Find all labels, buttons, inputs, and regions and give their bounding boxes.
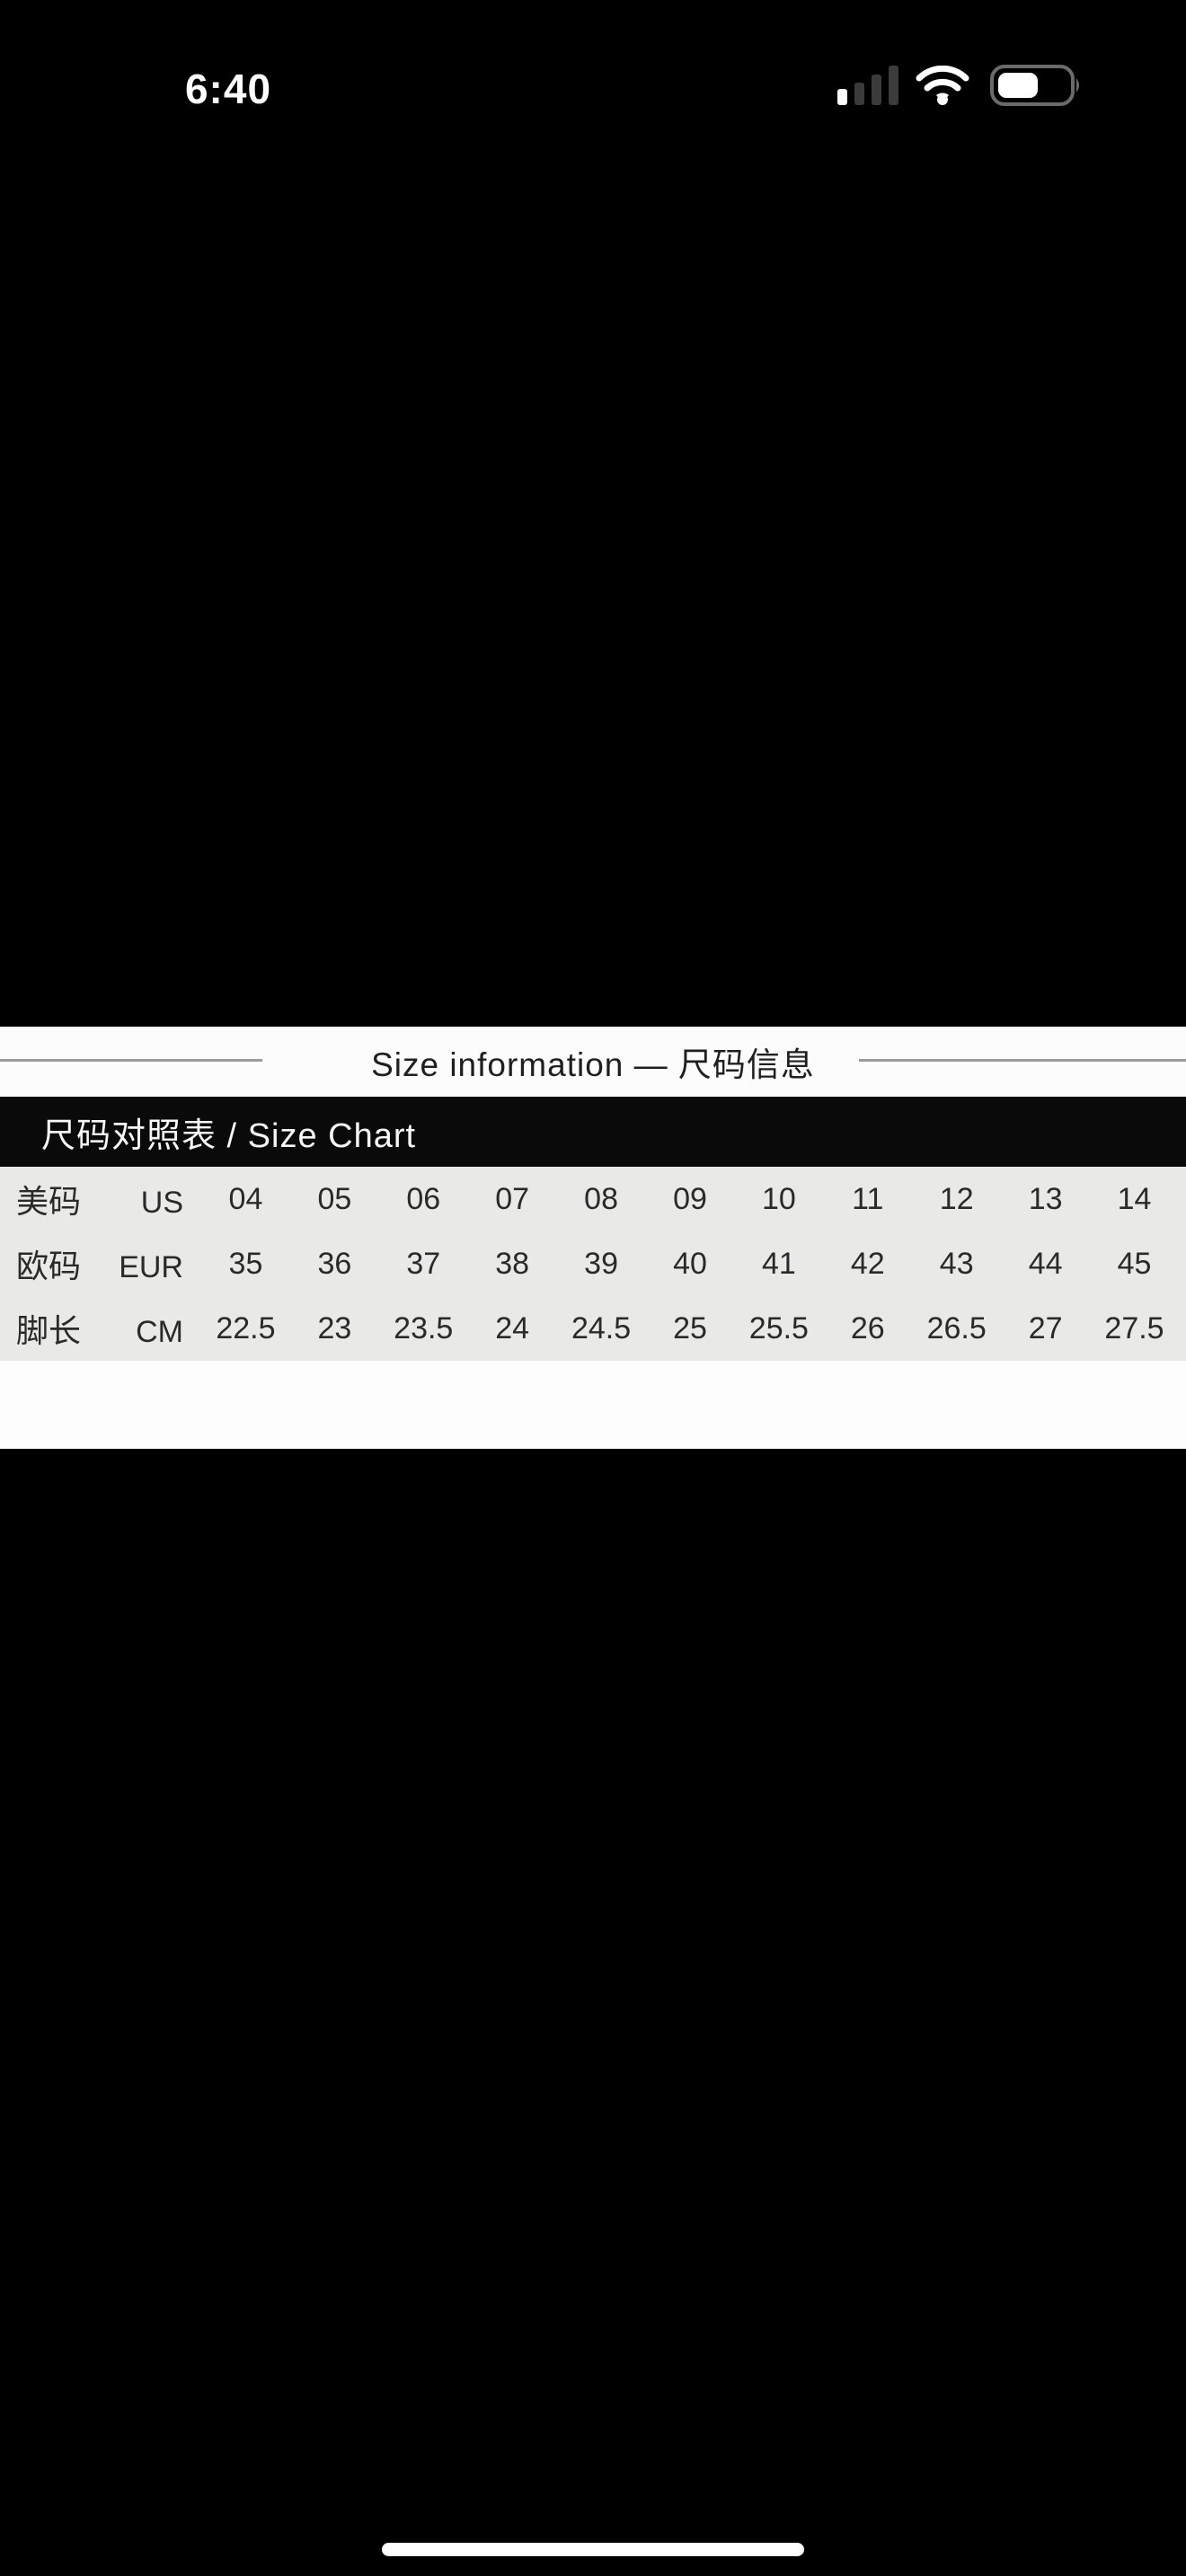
row-label-en: CM (136, 1315, 183, 1349)
size-cell: 38 (495, 1246, 530, 1281)
wifi-icon (916, 66, 969, 105)
size-cell: 24.5 (571, 1310, 632, 1345)
size-chart-table: 美码 US 04 05 06 07 08 09 10 11 12 13 14 欧… (0, 1167, 1186, 1361)
size-cell: 10 (761, 1181, 796, 1216)
battery-icon (990, 65, 1079, 106)
size-cell: 24 (495, 1310, 530, 1345)
size-information-band: Size information — 尺码信息 (0, 1027, 1186, 1097)
size-cell: 25 (673, 1310, 707, 1345)
size-information-title: Size information — 尺码信息 (371, 1046, 815, 1083)
size-cell: 45 (1117, 1246, 1152, 1281)
size-cell: 08 (584, 1181, 618, 1216)
row-label-cm: 脚长 CM (0, 1305, 183, 1352)
size-cell: 35 (228, 1246, 263, 1281)
size-cell: 36 (317, 1246, 352, 1281)
size-cell: 37 (406, 1246, 441, 1281)
size-cell: 27 (1028, 1310, 1063, 1345)
size-cell: 23 (317, 1310, 352, 1345)
divider-line-left (0, 1059, 262, 1062)
table-row-cm: 脚长 CM 22.5 23 23.5 24 24.5 25 25.5 26 26… (0, 1296, 1186, 1361)
size-chart-header: 尺码对照表 / Size Chart (0, 1097, 1186, 1167)
size-cell: 11 (852, 1181, 884, 1216)
white-strip (0, 1361, 1186, 1449)
status-bar-icons (836, 63, 1087, 108)
status-bar-time: 6:40 (184, 66, 272, 112)
size-cell: 22.5 (216, 1310, 276, 1345)
cellular-signal-icon (837, 66, 898, 105)
size-cell: 23.5 (394, 1310, 454, 1345)
row-label-cn: 美码 (16, 1183, 82, 1220)
size-chart-header-label: 尺码对照表 / Size Chart (41, 1116, 417, 1155)
size-cell: 26 (850, 1310, 885, 1345)
size-cell: 43 (939, 1246, 974, 1281)
size-cell: 40 (673, 1246, 707, 1281)
home-indicator[interactable] (382, 2543, 804, 2556)
size-cell: 44 (1028, 1246, 1063, 1281)
row-label-us: 美码 US (0, 1176, 183, 1222)
size-cell: 27.5 (1104, 1310, 1164, 1345)
divider-line-right (859, 1059, 1186, 1062)
row-label-eur: 欧码 EUR (0, 1240, 183, 1287)
row-label-en: EUR (119, 1250, 183, 1284)
size-cell: 05 (317, 1181, 352, 1216)
size-cell: 26.5 (926, 1310, 987, 1345)
size-cell: 13 (1028, 1181, 1063, 1216)
row-values-us: 04 05 06 07 08 09 10 11 12 13 14 (183, 1182, 1186, 1217)
row-label-en: US (140, 1186, 183, 1220)
row-label-cn: 脚长 (16, 1312, 82, 1349)
size-cell: 41 (761, 1246, 796, 1281)
row-values-eur: 35 36 37 38 39 40 41 42 43 44 45 (183, 1247, 1186, 1282)
size-cell: 25.5 (748, 1310, 809, 1345)
table-row-us: 美码 US 04 05 06 07 08 09 10 11 12 13 14 (0, 1167, 1186, 1231)
size-cell: 39 (584, 1246, 618, 1281)
size-cell: 12 (939, 1181, 974, 1216)
size-cell: 04 (228, 1181, 263, 1216)
size-cell: 42 (850, 1246, 885, 1281)
row-values-cm: 22.5 23 23.5 24 24.5 25 25.5 26 26.5 27 … (183, 1311, 1186, 1346)
table-row-eur: 欧码 EUR 35 36 37 38 39 40 41 42 43 44 45 (0, 1231, 1186, 1296)
size-cell: 06 (406, 1181, 441, 1216)
size-cell: 09 (673, 1181, 707, 1216)
size-cell: 14 (1117, 1181, 1152, 1216)
row-label-cn: 欧码 (16, 1248, 82, 1284)
size-cell: 07 (495, 1181, 530, 1216)
